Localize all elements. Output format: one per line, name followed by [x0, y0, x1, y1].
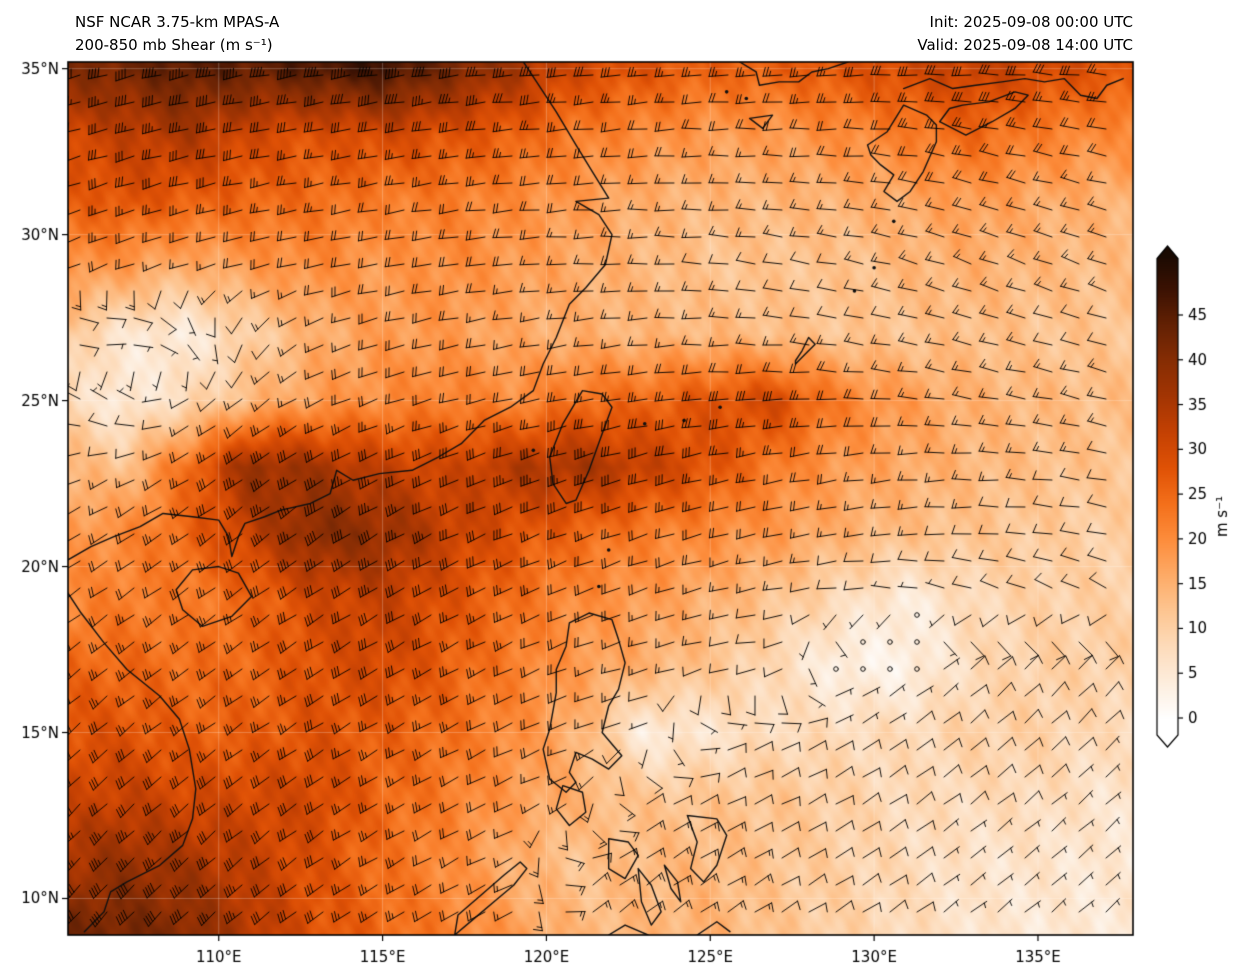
init-time: Init: 2025-09-08 00:00 UTC [929, 13, 1133, 31]
title-block: NSF NCAR 3.75-km MPAS-A 200-850 mb Shear… [75, 11, 279, 57]
model-title: NSF NCAR 3.75-km MPAS-A [75, 13, 280, 31]
field-title: 200-850 mb Shear (m s⁻¹) [75, 36, 273, 54]
time-block: Init: 2025-09-08 00:00 UTC Valid: 2025-0… [917, 11, 1133, 57]
valid-time: Valid: 2025-09-08 14:00 UTC [917, 36, 1133, 54]
